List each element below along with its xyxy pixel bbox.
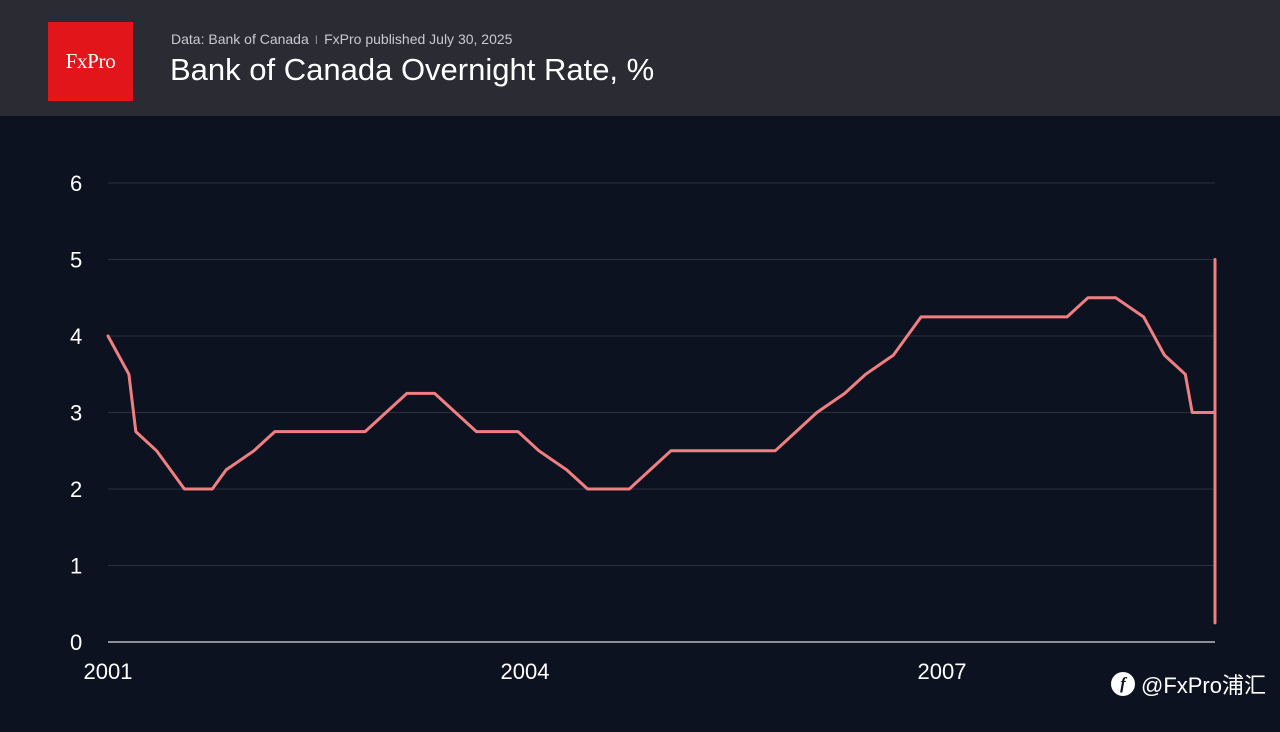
x-tick-label: 2004 xyxy=(501,659,550,684)
y-tick-label: 3 xyxy=(70,401,82,426)
logo-text: FxPro xyxy=(65,49,116,73)
y-tick-label: 4 xyxy=(70,324,82,349)
data-source: Data: Bank of Canada xyxy=(171,31,309,47)
y-tick-label: 6 xyxy=(70,171,82,196)
chart-title: Bank of Canada Overnight Rate, % xyxy=(170,52,655,87)
y-tick-label: 2 xyxy=(70,477,82,502)
y-tick-label: 1 xyxy=(70,554,82,579)
fxpro-logo: FxPro xyxy=(48,22,133,101)
separator: I xyxy=(314,33,319,47)
watermark: f @FxPro浦汇 xyxy=(1110,668,1266,700)
published-date: FxPro published July 30, 2025 xyxy=(324,31,513,47)
source-line: Data: Bank of Canada I FxPro published Jul… xyxy=(171,31,512,47)
x-tick-label: 2007 xyxy=(918,659,967,684)
y-tick-label: 5 xyxy=(70,248,82,273)
y-tick-label: 0 xyxy=(70,630,82,655)
x-tick-label: 2001 xyxy=(84,659,133,684)
chart-header: FxPro Data: Bank of Canada I FxPro publish… xyxy=(0,0,1280,116)
watermark-text: @FxPro浦汇 xyxy=(1140,673,1266,698)
series-line xyxy=(106,258,1217,625)
social-logo-icon: f xyxy=(1110,672,1135,696)
rate-chart: 012345620012004200720102013201620192022 xyxy=(70,171,1217,684)
